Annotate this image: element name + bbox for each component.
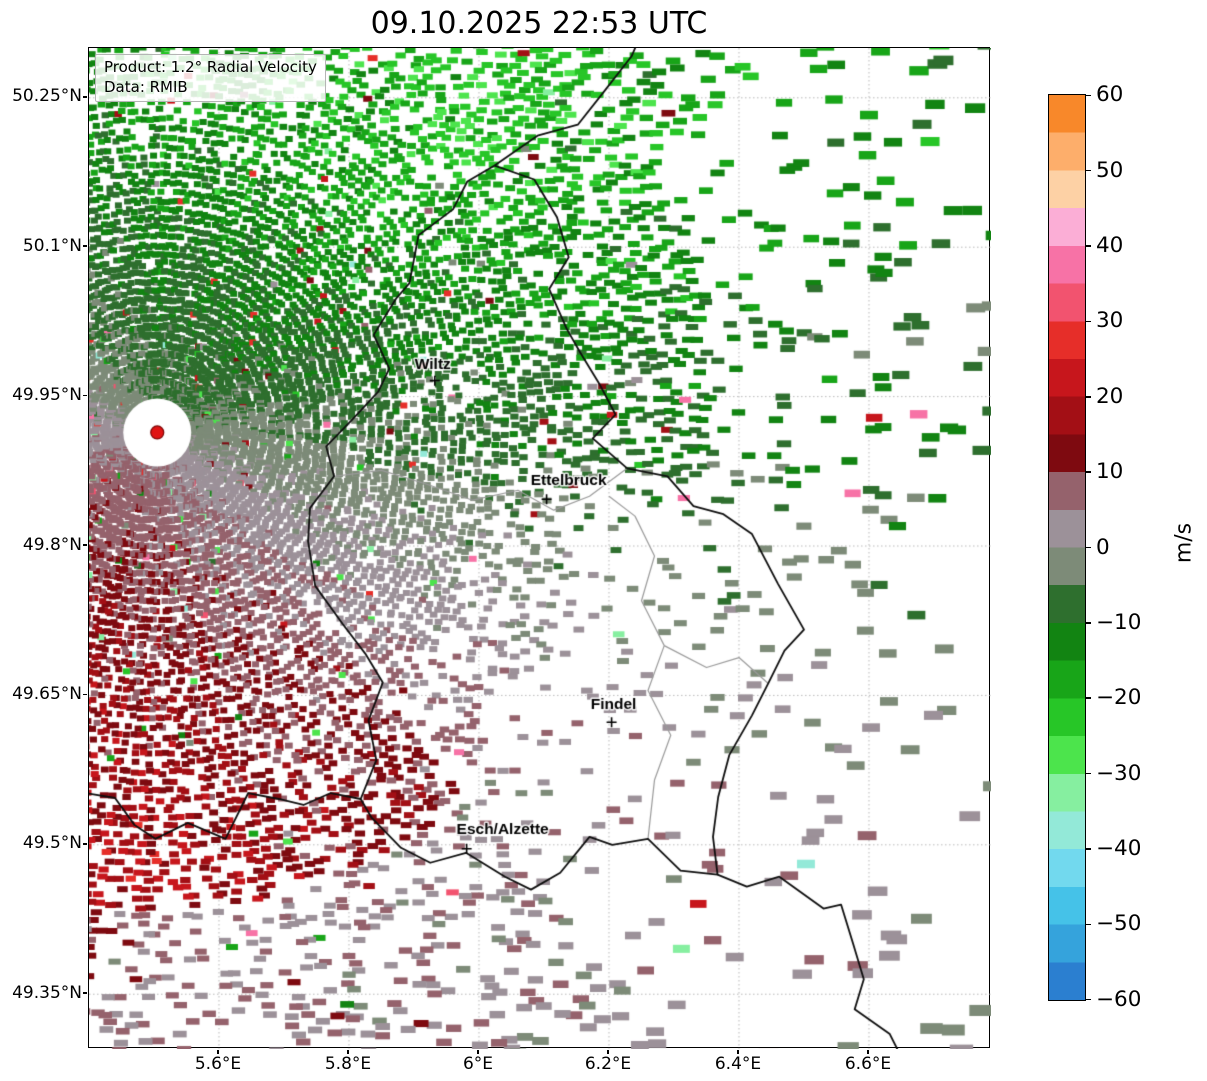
colorbar-tick-mark — [1086, 94, 1091, 97]
data-source-label: Data: RMIB — [104, 77, 188, 96]
x-tick-mark — [737, 1049, 739, 1054]
colorbar-tick-label: 50 — [1096, 157, 1124, 183]
y-tick-label: 50.25°N — [12, 86, 82, 107]
colorbar-tick-label: −40 — [1096, 835, 1142, 861]
y-tick-label: 49.95°N — [12, 385, 82, 406]
colorbar-tick-label: −20 — [1096, 685, 1142, 711]
x-tick-mark — [607, 1049, 609, 1054]
colorbar-tick-mark — [1086, 998, 1091, 1001]
colorbar — [1048, 94, 1086, 1001]
y-tick-mark — [82, 245, 87, 247]
x-tick-mark — [477, 1049, 479, 1054]
colorbar-unit-label: m/s — [1171, 522, 1197, 564]
colorbar-tick-mark — [1086, 923, 1091, 926]
x-tick-mark — [347, 1049, 349, 1054]
colorbar-tick-mark — [1086, 320, 1091, 323]
colorbar-tick-label: −50 — [1096, 911, 1142, 937]
colorbar-tick-label: 20 — [1096, 383, 1124, 409]
y-tick-label: 49.5°N — [22, 833, 82, 854]
colorbar-tick-label: −10 — [1096, 609, 1142, 635]
colorbar-tick-mark — [1086, 396, 1091, 398]
y-tick-mark — [82, 96, 87, 98]
x-tick-label: 6°E — [462, 1054, 494, 1074]
y-tick-label: 49.65°N — [12, 683, 82, 704]
x-tick-label: 6.4°E — [714, 1054, 762, 1074]
colorbar-tick-label: −60 — [1096, 986, 1142, 1012]
colorbar-tick-label: 60 — [1096, 82, 1124, 108]
colorbar-gradient — [1049, 95, 1085, 1000]
colorbar-tick-label: 40 — [1096, 233, 1124, 259]
y-tick-label: 49.35°N — [12, 982, 82, 1003]
radar-velocity-map-canvas — [89, 48, 991, 1049]
colorbar-tick-mark — [1086, 245, 1091, 247]
x-tick-mark — [867, 1049, 869, 1054]
y-tick-mark — [82, 992, 87, 994]
x-tick-label: 6.6°E — [844, 1054, 892, 1074]
colorbar-tick-label: −30 — [1096, 760, 1142, 786]
y-tick-mark — [82, 693, 87, 696]
y-tick-label: 50.1°N — [22, 235, 82, 256]
map-plot: Product: 1.2° Radial Velocity Data: RMIB — [88, 47, 991, 1049]
x-tick-label: 5.8°E — [324, 1054, 372, 1074]
colorbar-tick-mark — [1086, 471, 1091, 473]
colorbar-tick-mark — [1086, 697, 1091, 699]
product-label: Product: 1.2° Radial Velocity — [104, 58, 317, 76]
figure-title: 09.10.2025 22:53 UTC — [370, 6, 708, 41]
colorbar-tick-mark — [1086, 622, 1091, 624]
colorbar-tick-mark — [1086, 546, 1091, 549]
colorbar-tick-label: 10 — [1096, 459, 1124, 485]
x-tick-mark — [217, 1049, 219, 1054]
colorbar-tick-label: 30 — [1096, 308, 1124, 334]
x-tick-label: 6.2°E — [584, 1054, 632, 1074]
colorbar-tick-mark — [1086, 848, 1091, 850]
colorbar-tick-mark — [1086, 772, 1091, 775]
y-tick-mark — [82, 394, 87, 397]
x-tick-label: 5.6°E — [194, 1054, 242, 1074]
y-tick-mark — [82, 843, 87, 845]
colorbar-tick-label: 0 — [1096, 534, 1110, 560]
colorbar-tick-mark — [1086, 169, 1091, 172]
product-info-box: Product: 1.2° Radial Velocity Data: RMIB — [95, 54, 326, 102]
y-tick-mark — [82, 544, 87, 546]
y-tick-label: 49.8°N — [22, 534, 82, 555]
